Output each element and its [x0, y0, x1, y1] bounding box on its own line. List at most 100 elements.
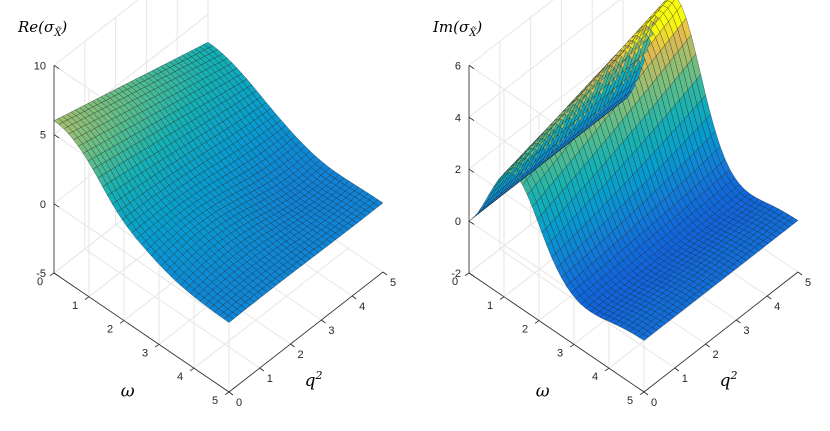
omega-axis-line: [468, 272, 645, 393]
surface-mesh: [468, 0, 799, 341]
q2-tick-label: 2: [713, 349, 719, 361]
z-tick: [53, 203, 60, 208]
omega-tick: [84, 296, 90, 300]
q2-tick: [382, 271, 388, 276]
z-tick: [53, 272, 60, 277]
omega-tick: [224, 391, 230, 396]
omega-tick-label: 0: [37, 276, 43, 288]
gridline: [84, 248, 261, 369]
omega-axis-title: ω: [536, 381, 550, 401]
surface-patch: [788, 217, 799, 225]
z-tick-label: 10: [34, 60, 46, 72]
omega-tick-label: 3: [557, 347, 563, 359]
surface-patch: [662, 0, 668, 4]
q2-axis-title: q2: [305, 369, 323, 391]
q2-tick-label: 3: [743, 325, 749, 337]
q2-tick-label: 0: [236, 397, 242, 409]
omega-tick: [189, 367, 195, 372]
plot-title-main: Re(σ: [17, 18, 55, 36]
omega-tick-label: 5: [627, 395, 633, 407]
plot-title-close: ): [60, 18, 67, 36]
q2-tick: [643, 391, 649, 396]
q2-tick-label: 0: [651, 397, 657, 409]
q2-tick-label: 5: [805, 277, 811, 289]
gridline: [53, 203, 230, 324]
q2-tick: [736, 319, 741, 324]
z-tick: [468, 272, 475, 277]
omega-tick: [464, 272, 470, 277]
q2-tick: [321, 319, 326, 324]
q2-tick: [290, 343, 295, 348]
q2-tick: [351, 295, 357, 300]
z-tick-label: 5: [40, 130, 46, 142]
omega-tick: [604, 367, 610, 372]
z-tick-label: -5: [36, 268, 46, 280]
omega-tick: [569, 344, 575, 348]
z-tick-label: 6: [455, 60, 461, 72]
omega-tick-label: 3: [142, 347, 148, 359]
plot-title-subscript: X̃: [468, 27, 477, 39]
q2-axis-title-exponent: 2: [314, 369, 322, 382]
z-tick-label: -2: [451, 268, 461, 280]
gridline: [468, 48, 624, 170]
q2-tick: [766, 295, 772, 300]
omega-tick-label: 2: [522, 324, 528, 336]
q2-tick-label: 4: [359, 301, 365, 313]
z-tick: [468, 65, 475, 69]
plot-title: Im(σX̃): [432, 18, 482, 39]
omega-axis-line: [53, 272, 230, 393]
q2-tick-label: 4: [774, 301, 780, 313]
omega-tick: [49, 272, 55, 277]
z-tick-label: 2: [455, 164, 461, 176]
q2-tick-label: 5: [390, 277, 396, 289]
z-tick-label: 4: [455, 112, 461, 124]
gridline: [608, 247, 764, 369]
omega-tick-label: 0: [452, 276, 458, 288]
q2-axis-title-exponent: 2: [729, 369, 737, 382]
z-tick-label: 0: [40, 199, 46, 211]
gridline: [468, 0, 621, 118]
z-tick: [468, 168, 475, 173]
plot-title-close: ): [475, 18, 482, 36]
omega-tick-label: 2: [107, 324, 113, 336]
q2-tick: [705, 343, 710, 348]
q2-tick: [674, 367, 680, 372]
q2-tick-label: 1: [682, 373, 688, 385]
q2-tick: [228, 391, 234, 396]
gridline: [53, 0, 139, 66]
q2-axis-title: q2: [720, 369, 738, 391]
gridline: [468, 0, 554, 66]
omega-tick-label: 1: [72, 300, 78, 312]
z-tick: [53, 65, 60, 69]
plot-title-main: Im(σ: [432, 18, 470, 36]
z-tick-label: 0: [455, 216, 461, 228]
q2-tick-label: 3: [328, 325, 334, 337]
q2-tick-label: 2: [298, 349, 304, 361]
omega-tick-label: 4: [592, 371, 598, 383]
q2-axis-line: [228, 271, 384, 393]
gridline: [193, 247, 349, 369]
q2-axis-line: [643, 271, 799, 393]
plot-title: Re(σX̃): [17, 18, 67, 39]
omega-tick: [499, 296, 505, 300]
z-tick: [53, 134, 60, 139]
omega-tick-label: 5: [212, 395, 218, 407]
q2-tick-label: 1: [267, 373, 273, 385]
plot-title-subscript: X̃: [53, 27, 62, 39]
z-tick: [468, 116, 475, 121]
omega-axis-title: ω: [121, 381, 135, 401]
omega-tick: [154, 344, 160, 348]
q2-tick: [259, 367, 265, 372]
omega-tick-label: 1: [487, 300, 493, 312]
z-tick: [468, 220, 475, 225]
omega-tick: [534, 320, 540, 324]
omega-tick-label: 4: [177, 371, 183, 383]
surface-patch: [373, 199, 384, 207]
q2-tick: [797, 271, 803, 276]
omega-tick: [119, 320, 125, 324]
